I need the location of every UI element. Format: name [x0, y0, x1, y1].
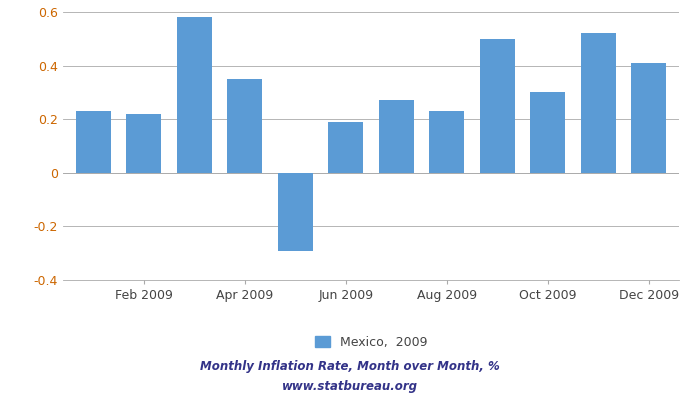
Bar	[176, 17, 212, 173]
Legend: Mexico,  2009: Mexico, 2009	[309, 331, 433, 354]
Bar	[126, 114, 162, 173]
Bar	[278, 173, 313, 250]
Bar	[379, 100, 414, 173]
Text: www.statbureau.org: www.statbureau.org	[282, 380, 418, 393]
Bar	[480, 39, 515, 173]
Bar	[530, 92, 566, 173]
Bar	[328, 122, 363, 173]
Text: Monthly Inflation Rate, Month over Month, %: Monthly Inflation Rate, Month over Month…	[200, 360, 500, 373]
Bar	[631, 63, 666, 173]
Bar	[429, 111, 464, 173]
Bar	[580, 34, 616, 173]
Bar	[76, 111, 111, 173]
Bar	[227, 79, 262, 173]
